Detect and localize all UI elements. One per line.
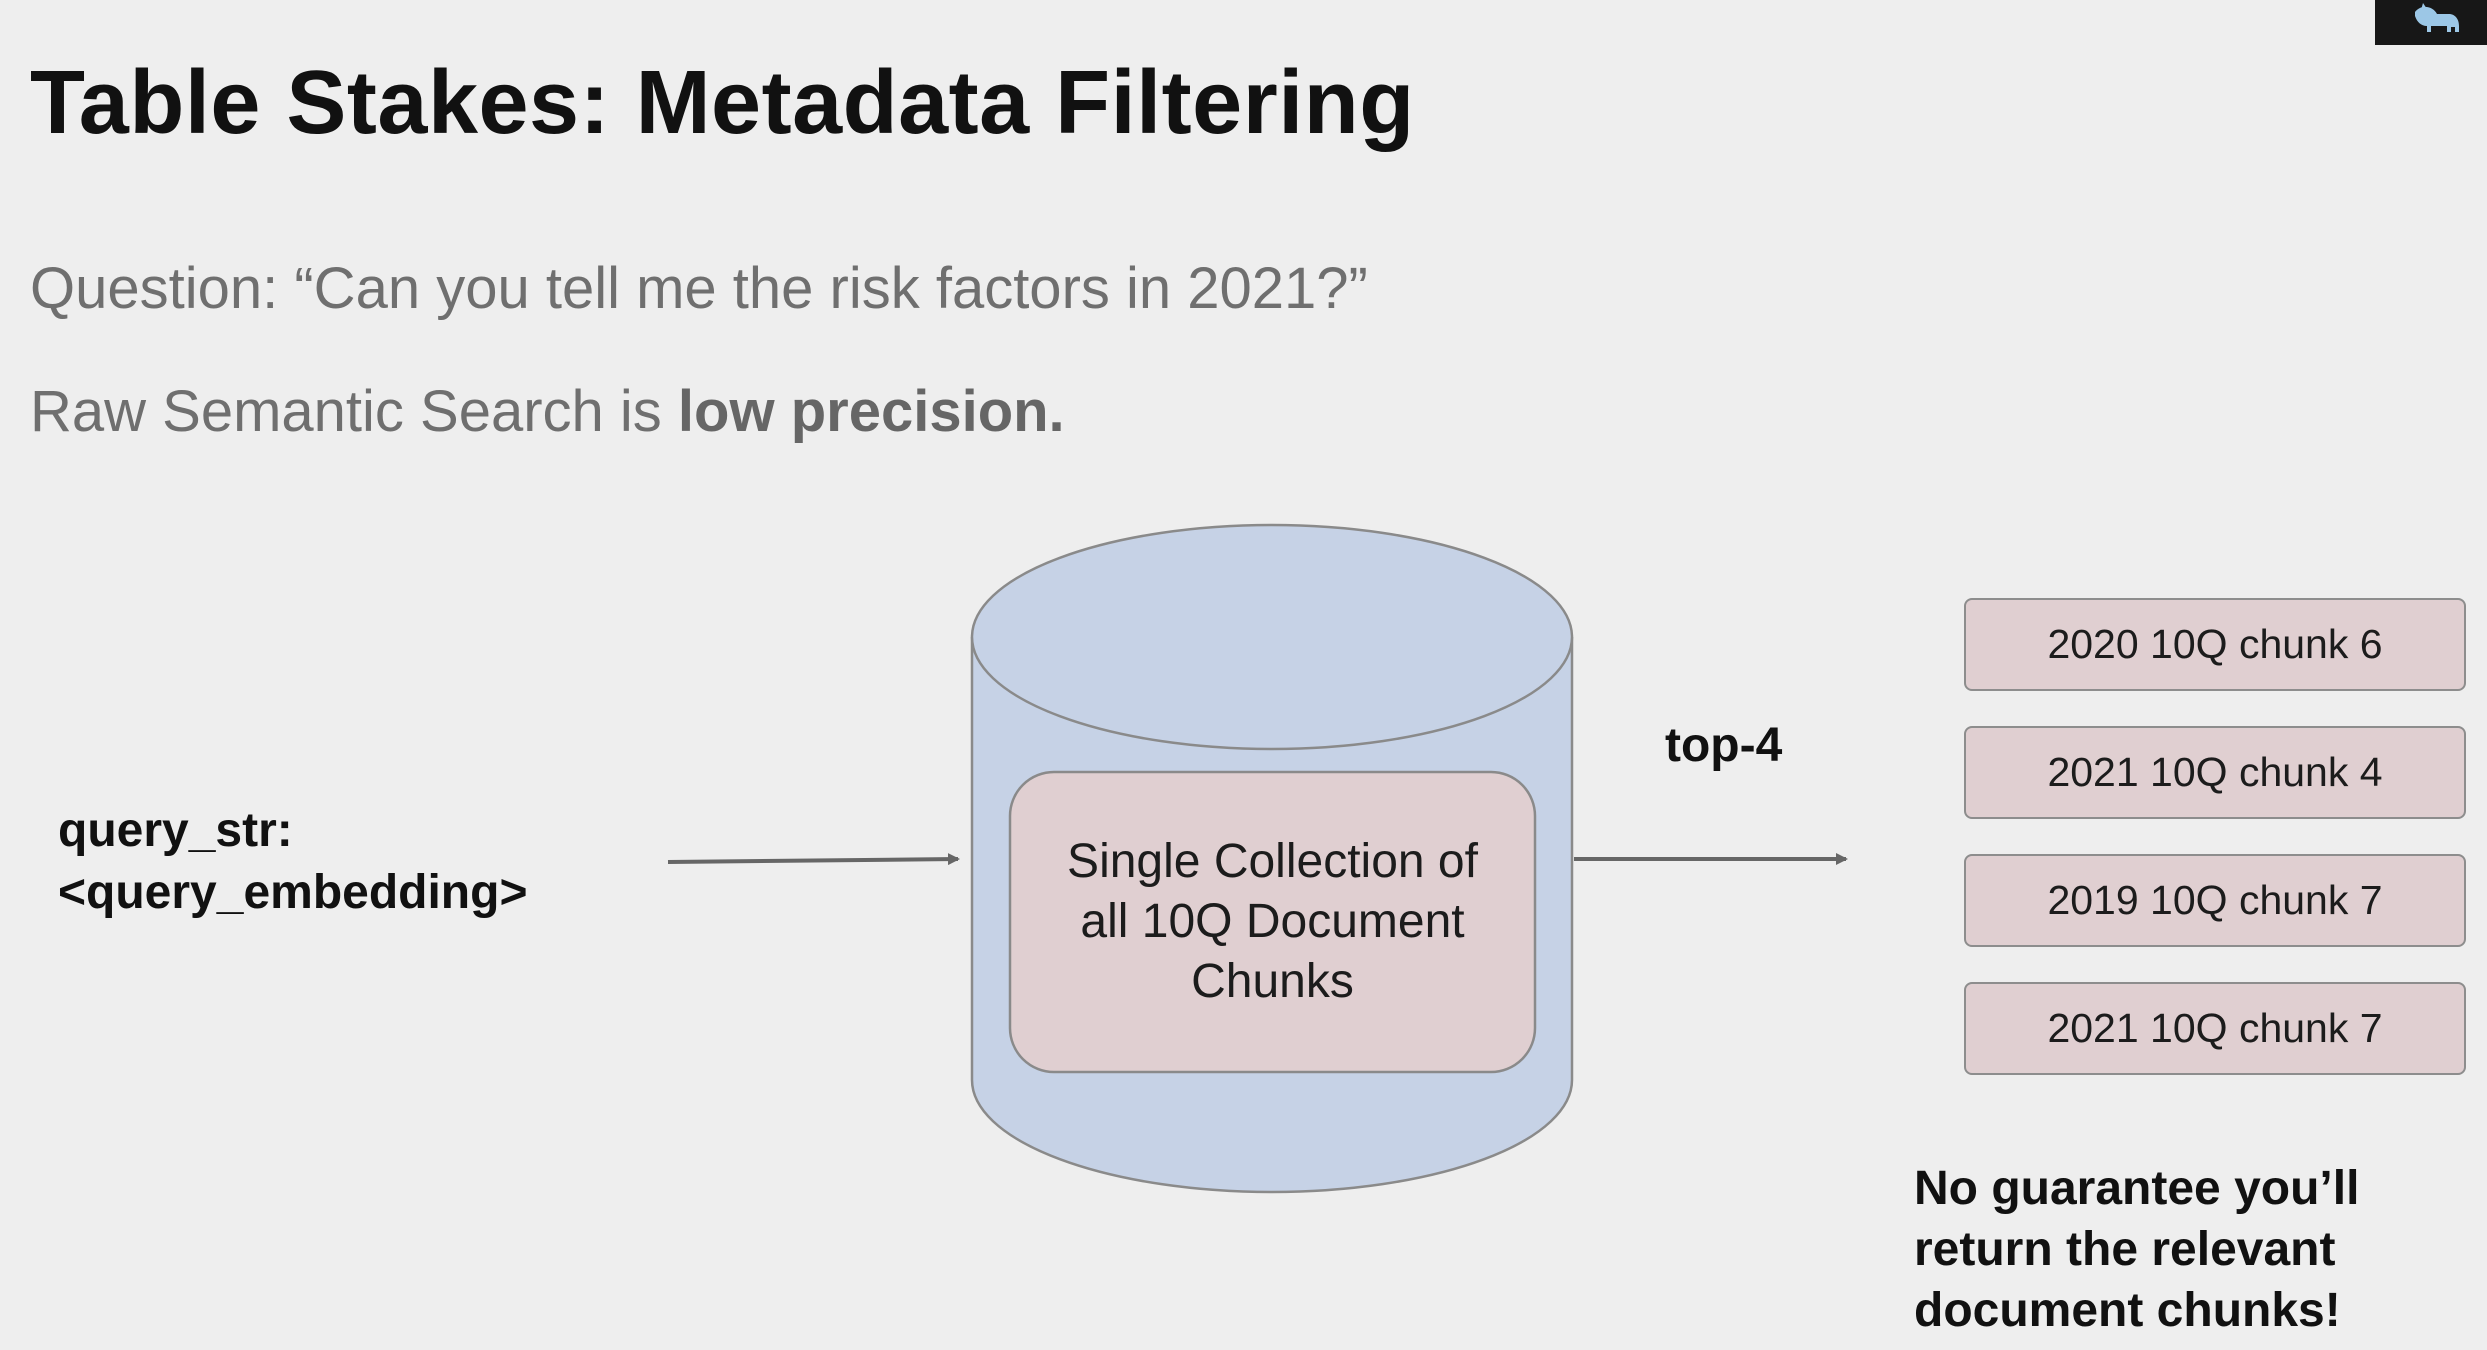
semantic-emphasis: low precision.: [677, 379, 1065, 444]
logo-icon: [2375, 0, 2487, 45]
semantic-search-statement: Raw Semantic Search is low precision.: [30, 378, 1065, 445]
chunk-box: 2019 10Q chunk 7: [1964, 854, 2466, 947]
query-line: query_str:: [58, 804, 293, 857]
chunk-box: 2021 10Q chunk 7: [1964, 982, 2466, 1075]
chunk-box: 2020 10Q chunk 6: [1964, 598, 2466, 691]
collection-box: [1008, 770, 1537, 1074]
database-cylinder: [970, 523, 1574, 1194]
cylinder-top: [970, 523, 1574, 751]
query-line: <query_embedding>: [58, 866, 528, 919]
topk-label: top-4: [1665, 719, 1783, 772]
query-arrow: [667, 853, 960, 866]
note-line: return the relevant: [1914, 1223, 2336, 1276]
note-line: document chunks!: [1914, 1284, 2341, 1337]
semantic-prefix: Raw Semantic Search is: [30, 379, 678, 444]
warning-note: No guarantee you’ll return the relevant …: [1914, 1158, 2359, 1341]
query-label: query_str: <query_embedding>: [58, 800, 527, 924]
slide-title: Table Stakes: Metadata Filtering: [30, 53, 1415, 153]
database-label: Single Collection of all 10Q Document Ch…: [1067, 835, 1478, 1008]
question-text: Question: “Can you tell me the risk fact…: [30, 256, 1368, 321]
note-line: No guarantee you’ll: [1914, 1162, 2360, 1215]
result-chunks: 2020 10Q chunk 6 2021 10Q chunk 4 2019 1…: [1964, 598, 2466, 1110]
chunk-box: 2021 10Q chunk 4: [1964, 726, 2466, 819]
